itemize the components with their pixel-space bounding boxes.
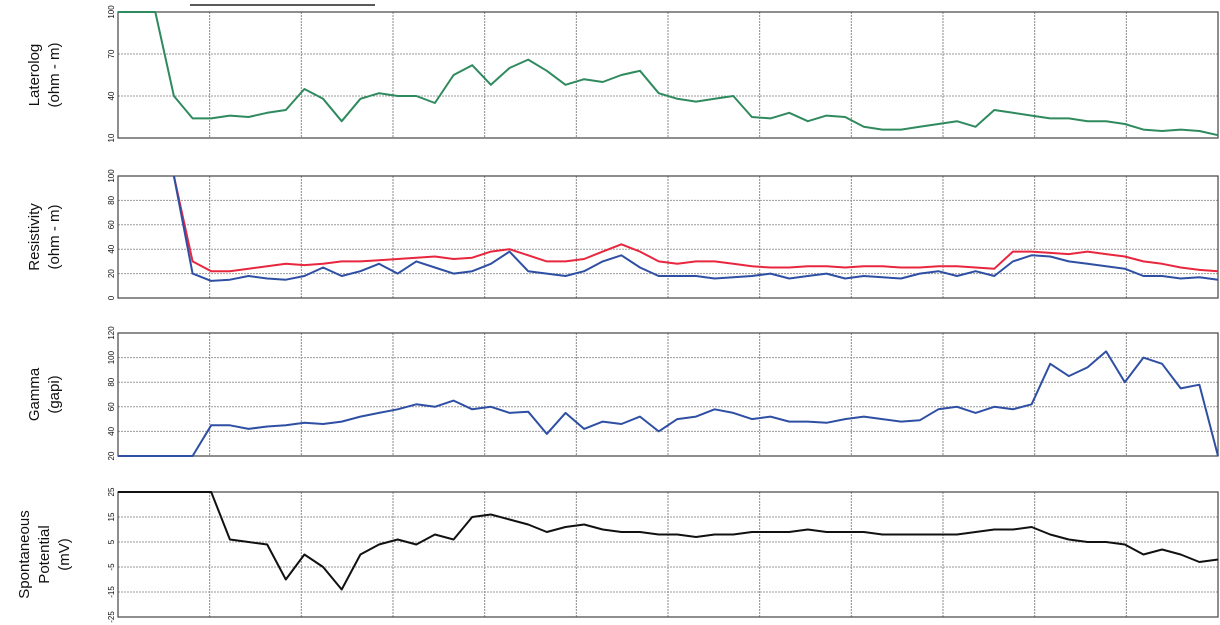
y-tick-label: 100 [107, 5, 116, 19]
plot-frame [117, 332, 1219, 457]
y-tick-label: 40 [107, 426, 116, 435]
y-tick-label: 40 [107, 244, 116, 253]
y-tick-label: 70 [107, 49, 116, 58]
y-tick-label: -15 [107, 586, 116, 598]
y-tick-label: 60 [107, 402, 116, 411]
y-axis-label: (mV) [56, 538, 73, 571]
y-tick-label: 80 [107, 195, 116, 204]
y-tick-label: 15 [107, 512, 116, 521]
y-axis-label: Potential [36, 525, 53, 583]
y-tick-label: 80 [107, 377, 116, 386]
y-tick-label: 10 [107, 133, 116, 142]
log-curve [118, 350, 1219, 457]
y-axis-label: (gapi) [46, 375, 63, 413]
y-axis-label: Laterolog [26, 44, 43, 107]
y-tick-label: -5 [107, 563, 116, 571]
y-tick-label: 20 [107, 269, 116, 278]
plot-frame [117, 175, 1219, 299]
y-tick-label: 20 [107, 451, 116, 460]
y-axis-label: Resistivity [26, 203, 43, 271]
y-tick-label: 100 [107, 169, 116, 183]
log-curve [172, 175, 1219, 282]
plot-frame [117, 11, 1219, 139]
y-tick-label: -25 [107, 611, 116, 623]
y-tick-label: 60 [107, 220, 116, 229]
y-tick-label: 120 [107, 326, 116, 340]
plot-frame [117, 491, 1219, 618]
y-tick-label: 5 [107, 539, 116, 544]
y-tick-label: 40 [107, 91, 116, 100]
log-curve [118, 11, 1219, 137]
y-axis-label: Spontaneous [16, 510, 33, 598]
y-tick-label: 0 [107, 295, 116, 300]
y-tick-label: 25 [107, 487, 116, 496]
log-curve [172, 175, 1219, 273]
y-tick-label: 100 [107, 350, 116, 364]
y-axis-label: (ohm - m) [46, 43, 63, 108]
y-axis-label: Gamma [26, 367, 43, 421]
y-axis-label: (ohm - m) [46, 205, 63, 270]
log-curve [118, 491, 1219, 591]
